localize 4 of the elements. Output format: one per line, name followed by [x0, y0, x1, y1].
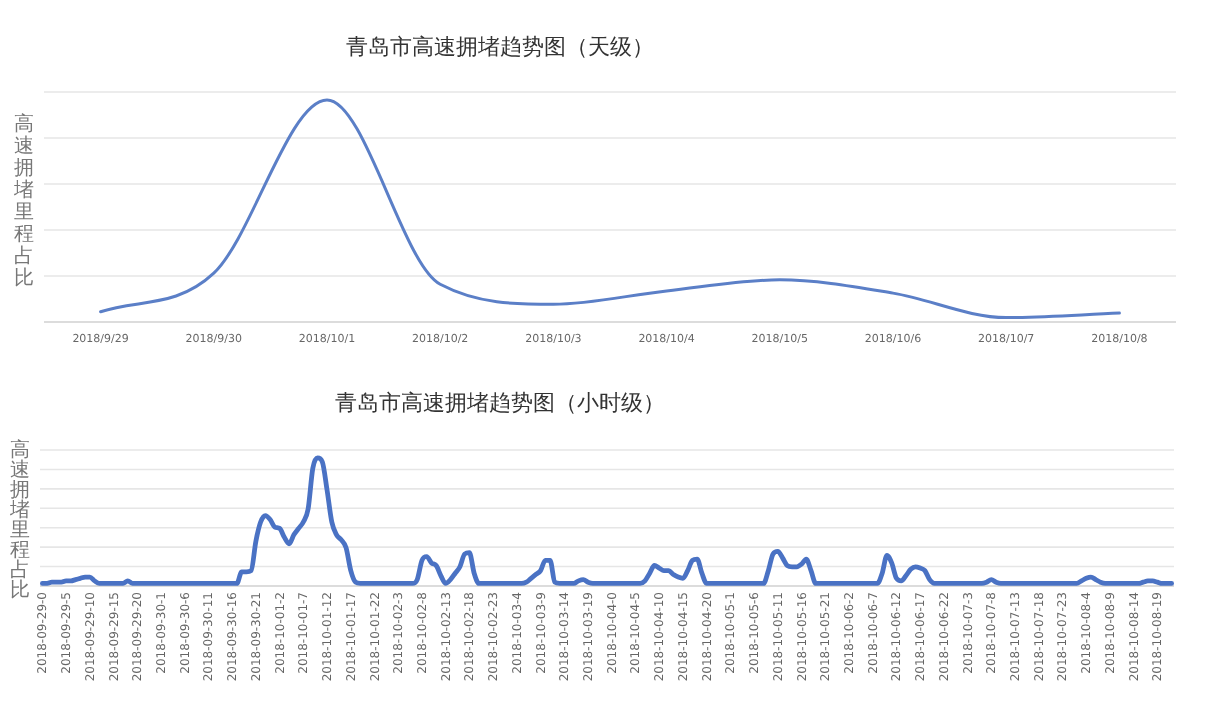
chart-title: 青岛市高速拥堵趋势图（小时级） — [335, 390, 665, 416]
chart-title: 青岛市高速拥堵趋势图（天级） — [346, 34, 654, 60]
y-axis-title: 高速拥堵里程占比 — [8, 438, 30, 602]
y-axis-title: 高速拥堵里程占比 — [12, 112, 34, 290]
